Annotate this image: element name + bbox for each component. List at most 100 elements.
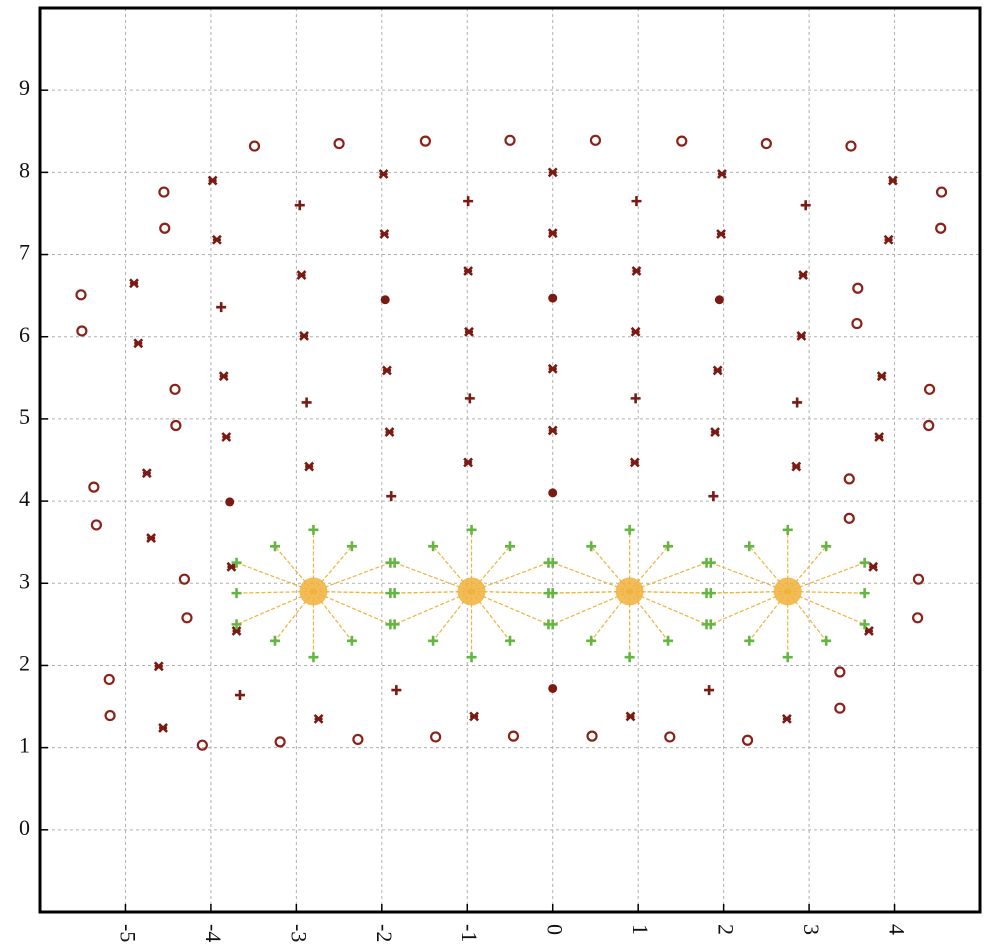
point [419,135,431,147]
point [629,457,640,468]
point [178,573,191,585]
point [216,302,227,313]
point [876,371,887,382]
point [800,200,811,211]
point [547,619,558,630]
point [231,619,242,630]
point [912,573,925,585]
point [211,234,222,245]
point [852,282,864,294]
series [225,293,724,693]
point [843,473,855,485]
y-tick-label: 7 [19,240,30,265]
point [133,338,144,349]
point [88,481,100,493]
point [296,270,307,281]
mesh-line [787,591,827,642]
point [308,652,319,663]
point [464,393,475,404]
y-tick-label: 9 [19,75,30,100]
point [196,739,208,751]
series [75,134,948,751]
point [773,577,802,606]
point [883,234,894,245]
x-tick-label: 3 [799,924,824,935]
mesh-line [432,591,473,642]
point [935,186,948,198]
mesh-line [312,591,353,642]
point [760,138,772,150]
point [507,730,520,742]
point [744,541,755,552]
point [231,588,242,599]
y-tick-label: 6 [19,322,30,347]
point [270,635,280,646]
point [863,626,874,636]
point [791,461,802,472]
y-tick-label: 8 [19,157,30,182]
point [859,588,870,599]
point [547,588,558,599]
point [676,135,688,147]
point [382,365,392,376]
point [90,519,103,531]
point [705,557,716,568]
point [333,138,345,150]
x-tick-label: 0 [543,924,568,935]
point [781,713,792,724]
point [386,491,397,502]
point [248,140,261,152]
point [708,491,719,502]
point [586,541,597,552]
point [464,326,474,337]
point [851,317,863,330]
point [821,635,832,646]
point [792,397,803,408]
point [384,427,395,437]
point [859,619,870,630]
point [299,330,309,341]
point [547,363,558,374]
point [504,134,516,146]
point [630,326,641,337]
point [225,497,235,507]
point [76,325,88,337]
point [463,457,474,468]
point [270,541,280,552]
point [630,393,641,404]
point [158,186,170,198]
point [586,635,597,646]
point [159,222,171,234]
mesh-line [748,591,789,642]
point [843,512,855,524]
point [845,140,857,152]
point [874,432,885,442]
point [547,167,558,178]
point [104,709,116,722]
y-tick-label: 2 [19,651,30,676]
point [923,419,935,432]
point [231,626,242,636]
x-tick-label: -5 [115,924,140,942]
point [463,266,474,276]
point [744,635,755,646]
point [466,652,477,663]
point [389,557,400,568]
y-tick-label: 5 [19,404,30,429]
point [301,397,312,408]
point [712,365,723,376]
point [141,468,152,479]
point [380,295,390,305]
series [299,577,802,606]
point [935,222,947,234]
point [505,541,515,552]
point [207,175,218,186]
mesh-line [274,591,314,642]
point [782,652,793,663]
point [859,557,870,568]
point [352,733,364,746]
y-tick-label: 0 [19,815,30,840]
series [216,196,811,701]
point [624,524,635,535]
